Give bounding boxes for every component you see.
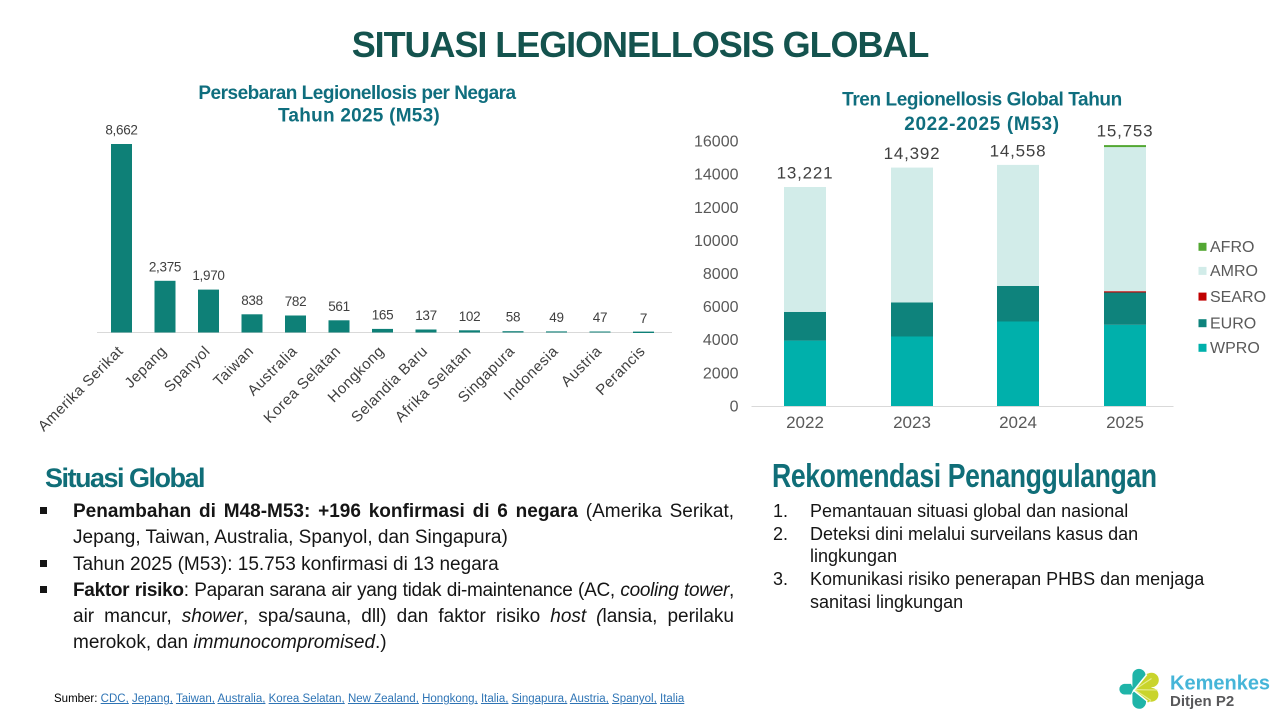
svg-text:Spanyol: Spanyol bbox=[161, 343, 214, 396]
svg-text:7: 7 bbox=[640, 311, 647, 326]
svg-text:12000: 12000 bbox=[694, 200, 739, 217]
svg-text:137: 137 bbox=[415, 308, 437, 323]
svg-text:2025: 2025 bbox=[1106, 413, 1144, 432]
svg-text:Amerika Serikat: Amerika Serikat bbox=[40, 343, 127, 435]
svg-text:102: 102 bbox=[459, 309, 481, 324]
svg-text:8000: 8000 bbox=[703, 266, 739, 283]
svg-text:Tren Legionellosis Global Tahu: Tren Legionellosis Global Tahun bbox=[842, 90, 1122, 111]
svg-text:SEARO: SEARO bbox=[1210, 289, 1266, 306]
svg-text:2000: 2000 bbox=[703, 365, 739, 382]
svg-text:EURO: EURO bbox=[1210, 315, 1256, 332]
svg-text:13,221: 13,221 bbox=[777, 164, 834, 183]
svg-text:165: 165 bbox=[372, 307, 394, 322]
svg-text:4000: 4000 bbox=[703, 332, 739, 349]
svg-text:2023: 2023 bbox=[893, 413, 931, 432]
svg-text:2024: 2024 bbox=[999, 413, 1037, 432]
svg-text:838: 838 bbox=[241, 293, 263, 308]
svg-text:0: 0 bbox=[730, 399, 739, 416]
svg-text:1,970: 1,970 bbox=[192, 268, 224, 283]
svg-text:47: 47 bbox=[593, 310, 607, 325]
svg-text:49: 49 bbox=[549, 310, 563, 325]
svg-text:16000: 16000 bbox=[694, 134, 739, 151]
svg-text:AMRO: AMRO bbox=[1210, 263, 1258, 280]
svg-text:6000: 6000 bbox=[703, 299, 739, 316]
svg-text:15,753: 15,753 bbox=[1097, 122, 1154, 141]
svg-text:14,392: 14,392 bbox=[884, 144, 941, 163]
svg-text:561: 561 bbox=[328, 299, 350, 314]
svg-text:Kemenkes: Kemenkes bbox=[1170, 673, 1270, 695]
svg-text:14000: 14000 bbox=[694, 167, 739, 184]
svg-text:10000: 10000 bbox=[694, 233, 739, 250]
svg-text:14,558: 14,558 bbox=[990, 141, 1047, 160]
svg-text:Tahun 2025 (M53): Tahun 2025 (M53) bbox=[278, 106, 440, 127]
svg-text:58: 58 bbox=[506, 310, 520, 325]
svg-text:AFRO: AFRO bbox=[1210, 239, 1254, 256]
svg-text:Persebaran Legionellosis per N: Persebaran Legionellosis per Negara bbox=[198, 83, 516, 104]
svg-text:Selandia Baru: Selandia Baru bbox=[348, 343, 431, 426]
svg-text:2,375: 2,375 bbox=[149, 259, 181, 274]
svg-text:2022: 2022 bbox=[786, 413, 824, 432]
svg-text:Ditjen P2: Ditjen P2 bbox=[1170, 693, 1234, 710]
svg-text:WPRO: WPRO bbox=[1210, 340, 1260, 357]
svg-text:2022-2025 (M53): 2022-2025 (M53) bbox=[904, 114, 1060, 135]
svg-text:782: 782 bbox=[285, 294, 307, 309]
svg-text:Afrika Selatan: Afrika Selatan bbox=[392, 343, 475, 426]
svg-text:8,662: 8,662 bbox=[105, 123, 137, 138]
svg-text:Korea Selatan: Korea Selatan bbox=[260, 343, 344, 427]
